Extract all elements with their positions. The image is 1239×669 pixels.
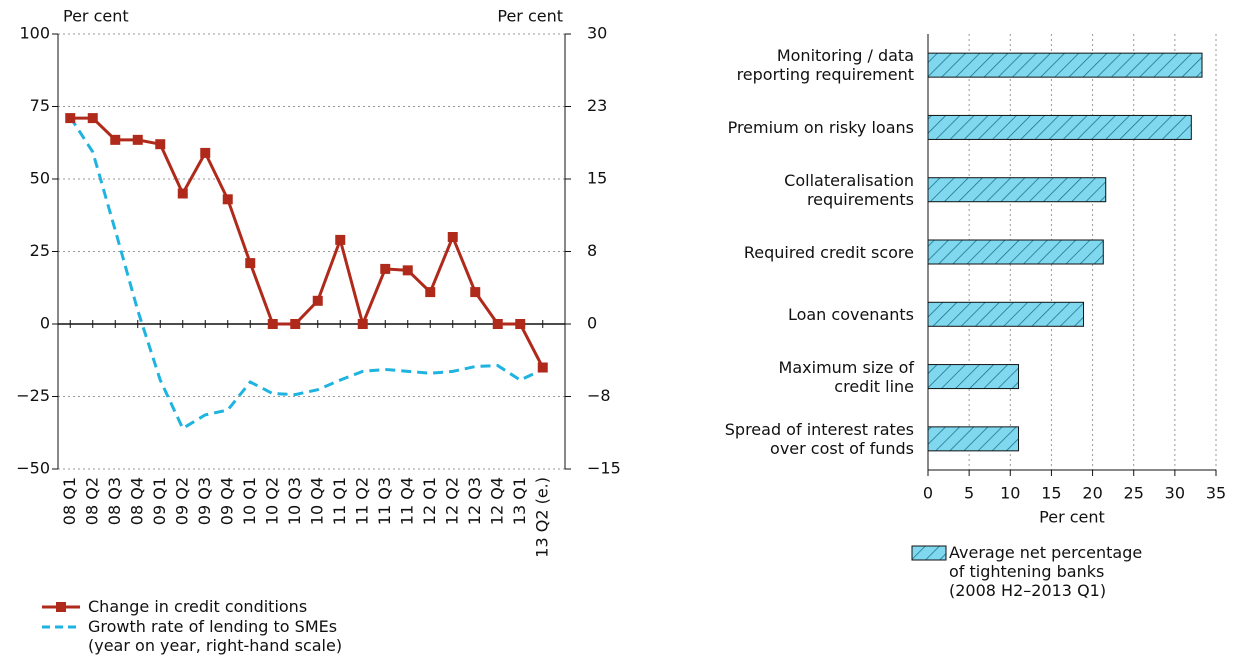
category-label: Required credit score bbox=[743, 242, 914, 262]
marker bbox=[312, 295, 323, 306]
x-tick-label: 11 Q4 bbox=[397, 477, 416, 525]
marker bbox=[155, 139, 166, 150]
x-axis-title: Per cent bbox=[1039, 508, 1105, 527]
y-tick-label: 25 bbox=[30, 241, 50, 260]
legend-swatch bbox=[911, 545, 947, 561]
marker bbox=[200, 147, 211, 158]
x-tick-label: 10 Q2 bbox=[262, 477, 281, 525]
x-tick-label: 5 bbox=[964, 484, 974, 503]
x-tick-label: 12 Q2 bbox=[442, 477, 461, 525]
marker bbox=[357, 319, 368, 329]
y-tick-label: 100 bbox=[19, 24, 50, 43]
category-label: Monitoring / data reporting requirement bbox=[736, 46, 914, 85]
category-label: Maximum size of credit line bbox=[778, 357, 914, 396]
marker bbox=[492, 319, 503, 329]
y-tick-label: −25 bbox=[16, 386, 50, 405]
y2-tick-label: 0 bbox=[587, 314, 597, 333]
marker bbox=[222, 194, 233, 205]
bar bbox=[927, 301, 1085, 327]
x-tick-label: 09 Q4 bbox=[217, 477, 236, 525]
marker bbox=[425, 287, 436, 298]
marker bbox=[335, 234, 346, 245]
x-tick-label: 10 Q3 bbox=[285, 477, 304, 525]
x-tick-label: 08 Q1 bbox=[60, 477, 79, 525]
y2-tick-label: 8 bbox=[587, 241, 597, 260]
y2-tick-label: −8 bbox=[587, 386, 611, 405]
bar bbox=[927, 52, 1203, 78]
x-tick-label: 13 Q2 (e.) bbox=[532, 477, 551, 558]
category-label: Collateralisation requirements bbox=[784, 170, 914, 209]
x-tick-label: 11 Q3 bbox=[375, 477, 394, 525]
bar bbox=[927, 177, 1107, 203]
x-tick-label: 10 Q1 bbox=[240, 477, 259, 525]
x-tick-label: 09 Q2 bbox=[172, 477, 191, 525]
x-tick-label: 10 Q4 bbox=[307, 477, 326, 525]
bar bbox=[927, 364, 1020, 390]
marker bbox=[267, 319, 278, 329]
y2-tick-label: 23 bbox=[587, 96, 607, 115]
marker bbox=[470, 287, 481, 298]
marker bbox=[447, 232, 458, 242]
y-tick-label: 50 bbox=[30, 169, 50, 188]
x-tick-label: 13 Q1 bbox=[510, 477, 529, 525]
marker bbox=[177, 188, 188, 199]
x-tick-label: 30 bbox=[1165, 484, 1185, 503]
series-line bbox=[68, 116, 544, 431]
x-tick-label: 08 Q2 bbox=[82, 477, 101, 525]
marker bbox=[290, 319, 301, 329]
bar bbox=[927, 426, 1020, 452]
bar bbox=[927, 114, 1192, 140]
x-tick-label: 35 bbox=[1206, 484, 1226, 503]
y2-axis-title: Per cent bbox=[497, 7, 563, 26]
marker bbox=[110, 134, 121, 145]
x-tick-label: 0 bbox=[923, 484, 933, 503]
marker bbox=[537, 362, 548, 373]
x-tick-label: 11 Q1 bbox=[330, 477, 349, 525]
category-label: Premium on risky loans bbox=[727, 117, 914, 137]
series-line bbox=[70, 116, 545, 369]
x-tick-label: 15 bbox=[1041, 484, 1061, 503]
y-axis-title: Per cent bbox=[63, 7, 129, 26]
x-tick-label: 08 Q3 bbox=[105, 477, 124, 525]
category-label: Loan covenants bbox=[787, 304, 914, 324]
x-tick-label: 12 Q3 bbox=[465, 477, 484, 525]
y2-tick-label: 30 bbox=[587, 24, 607, 43]
marker bbox=[132, 134, 143, 145]
x-tick-label: 11 Q2 bbox=[352, 477, 371, 525]
bar bbox=[927, 239, 1104, 265]
marker bbox=[515, 319, 526, 329]
y2-tick-label: −15 bbox=[587, 459, 621, 478]
x-tick-label: 10 bbox=[1000, 484, 1020, 503]
marker bbox=[402, 265, 413, 276]
x-tick-label: 25 bbox=[1124, 484, 1144, 503]
legend-marker bbox=[56, 602, 66, 612]
x-tick-label: 09 Q3 bbox=[195, 477, 214, 525]
category-label: Spread of interest rates over cost of fu… bbox=[724, 419, 914, 458]
y-tick-label: 0 bbox=[40, 314, 50, 333]
x-tick-label: 12 Q1 bbox=[420, 477, 439, 525]
y-tick-label: 75 bbox=[30, 96, 50, 115]
legend-label: Average net percentage of tightening ban… bbox=[949, 543, 1143, 600]
x-tick-label: 08 Q4 bbox=[127, 477, 146, 525]
marker bbox=[65, 113, 76, 124]
legend-label: Change in credit conditions bbox=[88, 597, 308, 616]
x-tick-label: 20 bbox=[1082, 484, 1102, 503]
y2-tick-label: 15 bbox=[587, 169, 607, 188]
marker bbox=[87, 113, 98, 124]
marker bbox=[245, 258, 256, 269]
x-tick-label: 12 Q4 bbox=[487, 477, 506, 525]
x-tick-label: 09 Q1 bbox=[150, 477, 169, 525]
marker bbox=[380, 263, 391, 274]
y-tick-label: −50 bbox=[16, 459, 50, 478]
legend-label: Growth rate of lending to SMEs (year on … bbox=[88, 617, 343, 655]
